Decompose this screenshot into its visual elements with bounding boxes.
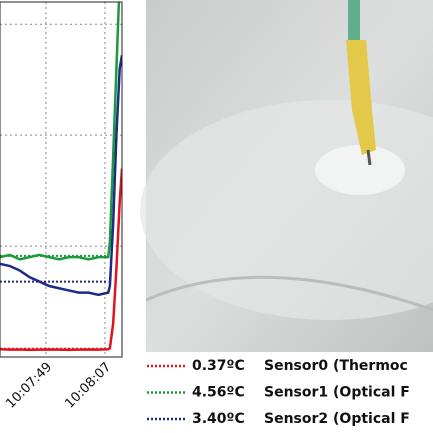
- photo: [140, 0, 433, 352]
- plot-frame: [0, 1, 123, 358]
- legend-label: Sensor1 (Optical F: [264, 385, 410, 401]
- legend-label: Sensor0 (Thermoc: [264, 358, 408, 374]
- ice-melt: [315, 145, 405, 195]
- legend-value: 0.37ºC: [192, 358, 245, 374]
- legend-value: 3.40ºC: [192, 411, 245, 427]
- data-line: [0, 2, 121, 261]
- legend-label: Sensor2 (Optical F: [264, 411, 410, 427]
- data-line: [0, 168, 122, 352]
- container-edge: [145, 275, 433, 312]
- legend-value: 4.56ºC: [192, 385, 245, 401]
- legend: 0.37ºC Sensor0 (Thermoc 4.56ºC Sensor1 (Opt…: [147, 358, 410, 427]
- probe-tip: [366, 149, 372, 166]
- x-tick-label: 10:07:49: [3, 360, 55, 412]
- tape: [346, 40, 376, 155]
- series-group: [0, 2, 122, 352]
- data-line: [0, 55, 122, 297]
- tube: [348, 0, 360, 50]
- x-tick-label: 10:08:07: [62, 360, 114, 412]
- plot-area: 10:07:49 10:08:07: [0, 1, 123, 412]
